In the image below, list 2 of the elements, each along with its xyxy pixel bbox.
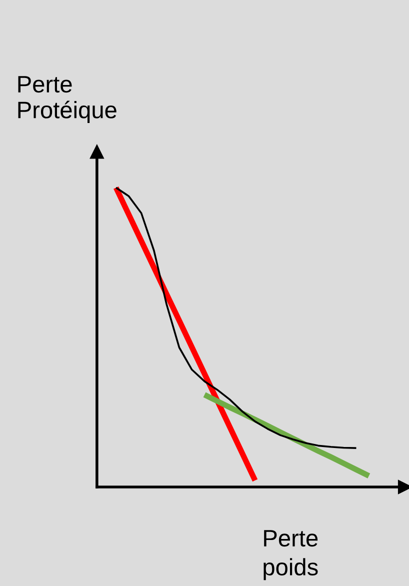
- x-axis-title: Perte poids: [264, 530, 318, 580]
- y-axis-title: Perte Protéique: [18, 76, 116, 124]
